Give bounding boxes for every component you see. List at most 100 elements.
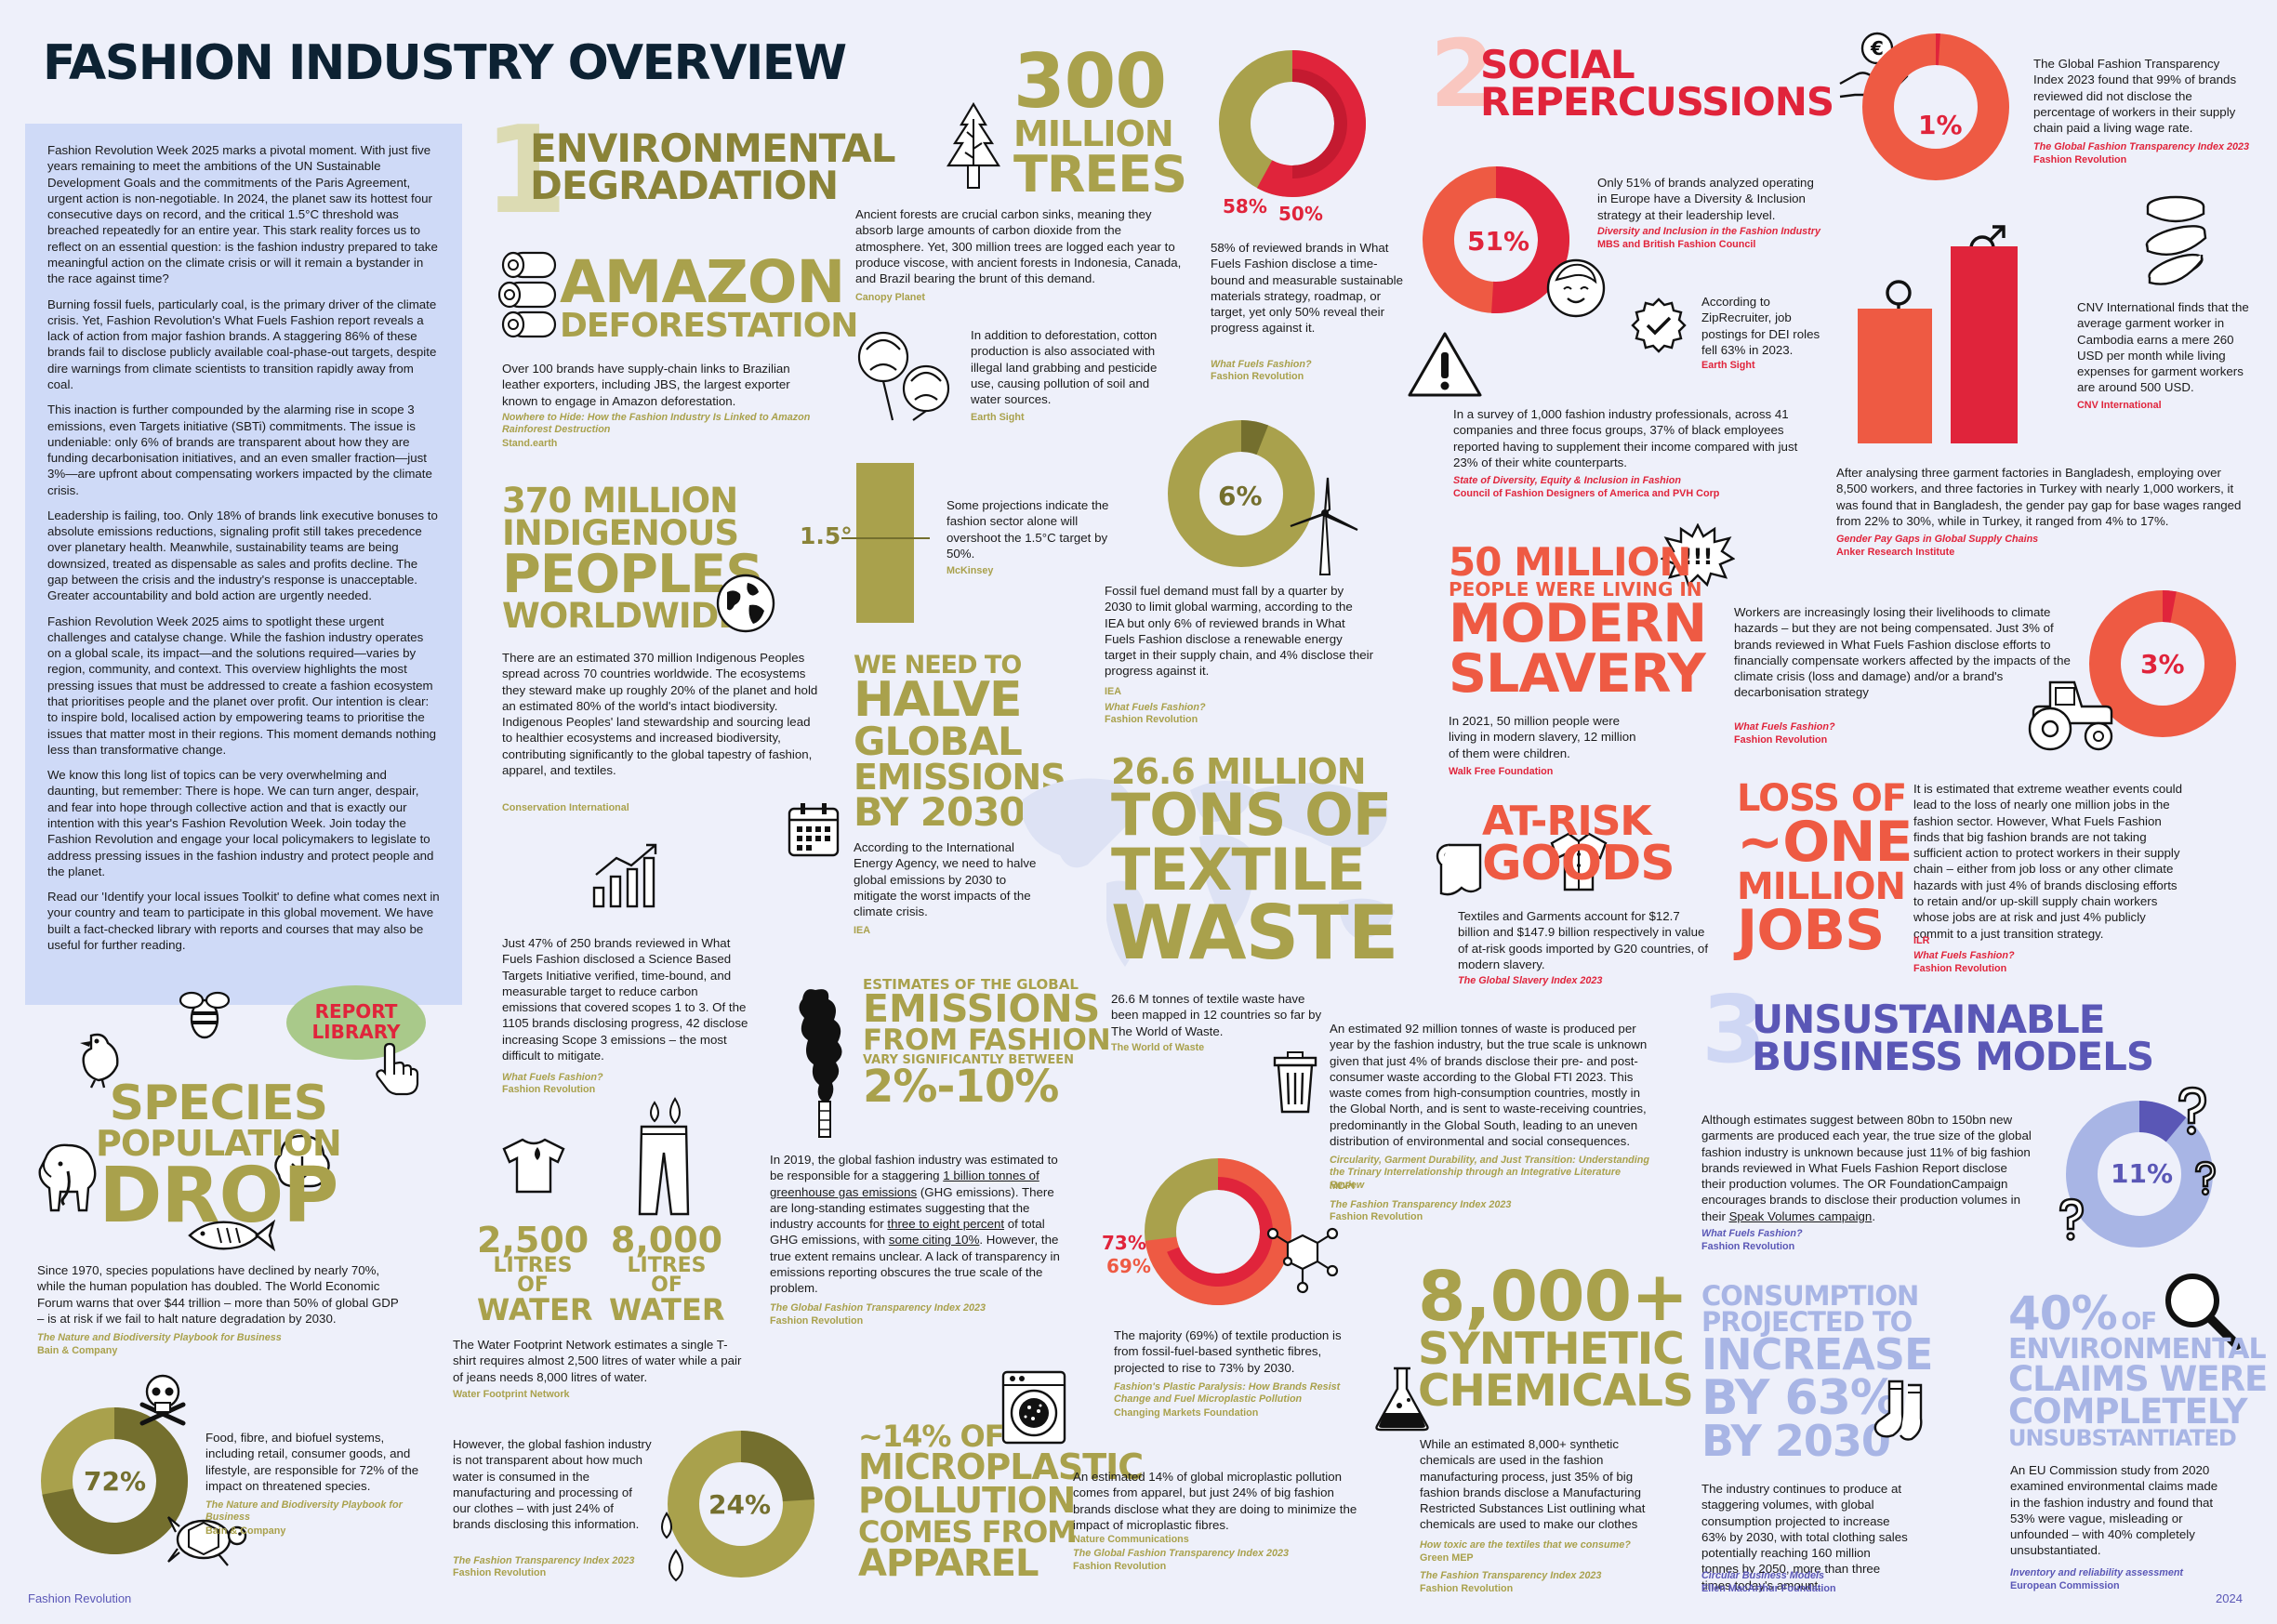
amazon-source: Stand.earth [502,438,558,449]
donut-chart [1862,33,2009,180]
amazon-heading: AMAZON DEFORESTATION [560,253,858,342]
survey-text: In a survey of 1,000 fashion industry pr… [1453,407,1798,469]
claims-heading: 40% OF ENVIRONMENTAL CLAIMS WERE COMPLET… [2008,1290,2268,1452]
washing-machine-icon [1001,1370,1066,1445]
donut-inner-segment [1167,1177,1273,1287]
tractor-icon [2028,680,2113,751]
exclamation-burst-icon: !!! [1661,523,1735,587]
water-number: 2,500 [477,1220,589,1261]
section-number: 2 [1430,20,1495,128]
chemicals-source: How toxic are the textiles that we consu… [1420,1539,1631,1551]
world-map-decoration [1023,778,1395,967]
report-library-button[interactable]: REPORT LIBRARY [286,985,426,1060]
slavery-source: Walk Free Foundation [1449,766,1554,777]
donut-track [1862,33,2009,180]
section-title: ENVIRONMENTAL DEGRADATION [530,129,895,205]
section-title-line: REPERCUSSIONS [1480,78,1834,125]
section-number: 3 [1701,975,1767,1084]
cotton-plant-icon [857,331,950,421]
halve-text: According to the International Energy Ag… [854,840,1037,919]
indigenous-text: There are an estimated 370 million Indig… [502,651,818,777]
water-number: 8,000 [610,1220,723,1261]
micro-heading-line: APPAREL [858,1541,1039,1585]
estimates-link[interactable]: 1 billion tonnes of greenhouse gas emiss… [770,1168,1039,1199]
turtle-icon [167,1516,247,1566]
globe-icon [716,574,775,633]
donut-value: 11% [2111,1158,2174,1189]
halve-heading-line: HALVE [854,671,1023,728]
donut-value-outer: 73% [1102,1232,1146,1254]
estimates-heading: ESTIMATES OF THE GLOBAL EMISSIONS FROM F… [863,976,1111,1113]
fossil-source: What Fuels Fashion? [1105,702,1206,713]
textile-heading-line: 26.6 MILLION [1111,751,1367,792]
consumption-heading-line: BY 2030 [1701,1416,1891,1467]
intro-paragraph: Fashion Revolution Week 2025 aims to spo… [47,614,437,757]
cotton-text: In addition to deforestation, cotton pro… [971,328,1158,407]
consumption-heading-line: CONSUMPTION [1701,1280,1919,1312]
section-title: UNSUSTAINABLE BUSINESS MODELS [1752,997,2154,1076]
report-library-label: LIBRARY [311,1021,401,1043]
synthetic-source: Changing Markets Foundation [1114,1407,1259,1419]
slavery-heading-line: 50 MILLION [1449,539,1692,585]
jobs-source: Fashion Revolution [1913,963,2007,974]
consumption-heading: CONSUMPTION PROJECTED TO INCREASE BY 63%… [1701,1280,1933,1467]
intro-paragraph: This inaction is further compounded by t… [47,403,432,497]
textile-heading-line: TONS OF [1111,781,1392,850]
estimates-heading-line: VARY SIGNIFICANTLY BETWEEN [863,1052,1074,1067]
consumption-source: Ellen MacArthur Foundation [1701,1583,1836,1594]
jobs-heading-line: MILLION [1737,865,1906,908]
donut-chart [1423,166,1569,313]
donut-segment [1145,1158,1291,1305]
estimates-heading-line: 2%-10% [863,1060,1059,1113]
pointer-hand-icon [376,1042,419,1096]
fish-icon [188,1219,275,1252]
speak-volumes-link[interactable]: Speak Volumes campaign [1728,1208,1873,1223]
diversity-source: Diversity and Inclusion in the Fashion I… [1597,226,1820,237]
pine-tree-icon [947,101,1000,189]
dei-text: According to ZipRecruiter, job postings … [1701,295,1820,357]
donut-value: 51% [1467,226,1530,257]
estimates-text: In 2019, the global fashion industry was… [770,1152,1069,1297]
amazon-text: Over 100 brands have supply-chain links … [502,362,790,408]
gender-bar-female [1858,309,1932,443]
fabric-roll-icon [1436,843,1482,896]
indigenous-heading-line: INDIGENOUS [502,513,739,554]
jobs-heading-line: ~ONE [1737,810,1913,875]
micro-source: The Global Fashion Transparency Index 20… [1073,1548,1290,1559]
intro-paragraph: Burning fossil fuels, particularly coal,… [47,297,437,391]
halve-heading-line: BY 2030 [854,789,1026,836]
section-title-line: UNSUSTAINABLE [1752,997,2106,1042]
water-source: Water Footprint Network [453,1389,570,1400]
donut-value: 1% [1918,110,1963,140]
estimates-heading-line: ESTIMATES OF THE GLOBAL [863,976,1079,993]
volumes-source: Fashion Revolution [1701,1241,1795,1252]
jobs-heading-line: JOBS [1737,898,1885,963]
claims-heading-line: UNSUBSTANTIATED [2008,1425,2237,1452]
waste92-source: Fashion Revolution [1330,1211,1423,1222]
badge-check-icon [1631,297,1687,353]
species-source: The Nature and Biodiversity Playbook for… [37,1332,282,1343]
threat-text: Food, fibre, and biofuel systems, includ… [205,1431,419,1493]
trees-heading-line: MILLION [1013,113,1174,154]
intro-box: Fashion Revolution Week 2025 marks a piv… [25,124,462,1005]
donut-segment [42,1407,188,1554]
volumes-text-part: . [1872,1208,1876,1223]
elephant-icon [38,1143,97,1212]
gender-bar-male [1951,246,2018,443]
intro-paragraph: Read our 'Identify your local issues Too… [47,890,440,952]
waste92-source: Circularity, Garment Durability, and Jus… [1330,1155,1649,1191]
wage-source: Fashion Revolution [2033,154,2127,165]
chemicals-source: Green MEP [1420,1552,1474,1564]
halve-heading-line: EMISSIONS [854,756,1066,798]
fossil-source: IEA [1105,686,1121,697]
compensation-text: Workers are increasingly losing their li… [1734,605,2071,700]
temperature-bar [856,463,914,623]
estimates-link[interactable]: some citing 10% [888,1233,980,1248]
chemicals-heading-line: SYNTHETIC [1418,1324,1685,1376]
estimates-heading-line: EMISSIONS [863,986,1101,1032]
estimates-link[interactable]: three to eight percent [887,1217,1005,1232]
water-unit: LITRES OF [627,1254,707,1297]
water2-text: However, the global fashion industry is … [453,1437,652,1532]
waste92-source: MDPI [1330,1181,1355,1192]
skull-crossbones-icon [139,1374,186,1426]
